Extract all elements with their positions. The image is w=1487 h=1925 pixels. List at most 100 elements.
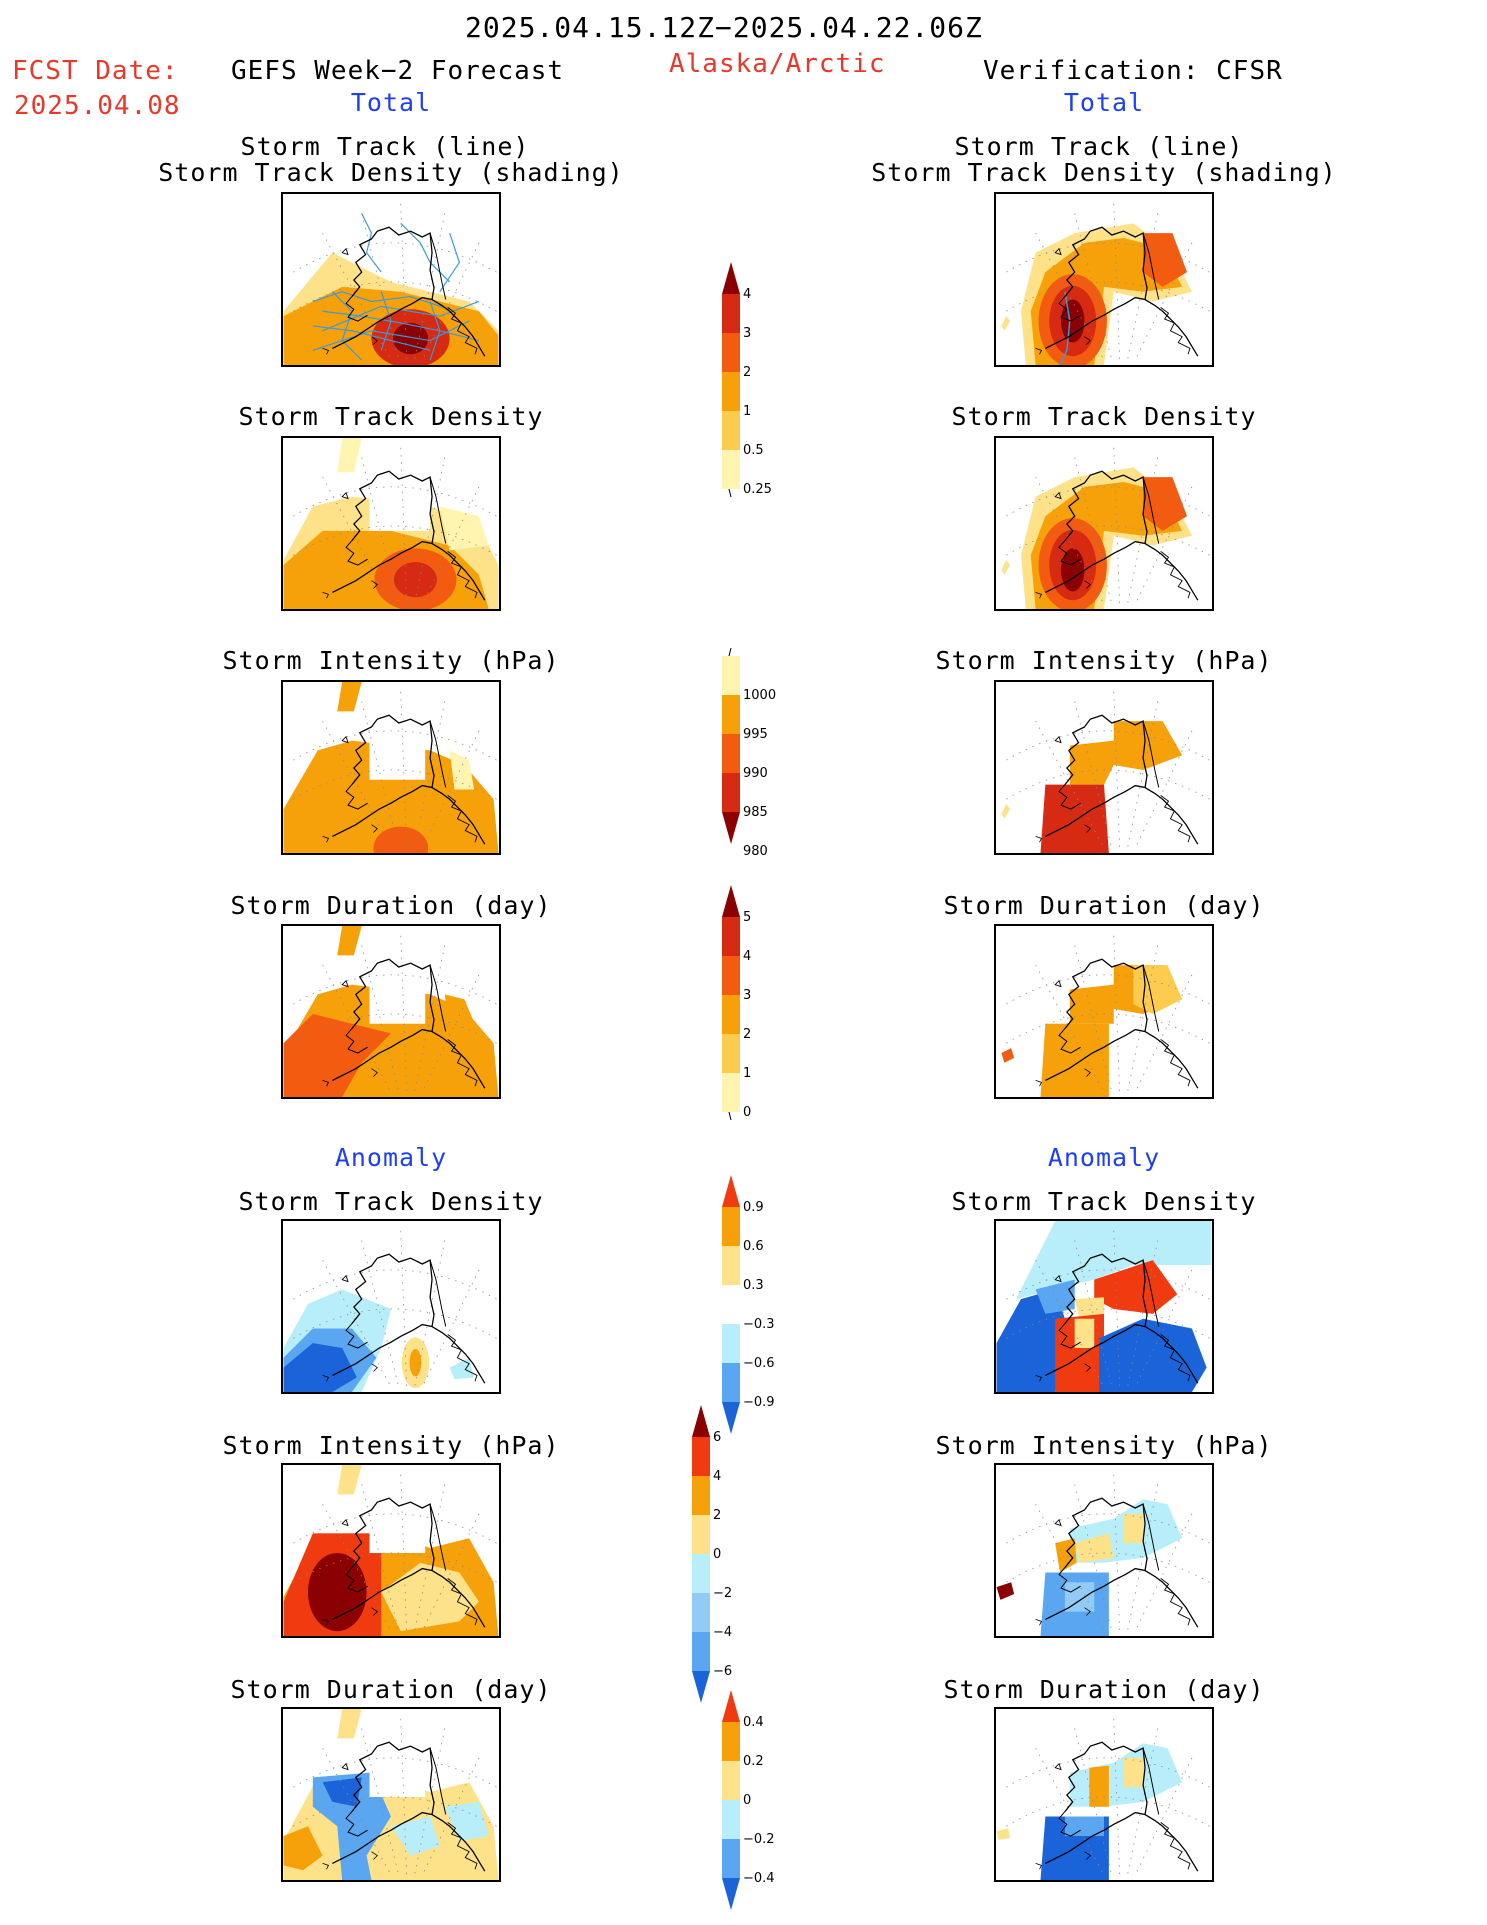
colorbar-segment [722, 411, 740, 450]
period-title: 2025.04.15.12Z−2025.04.22.06Z [465, 11, 983, 44]
colorbar-tick-label: 2 [743, 1027, 751, 1042]
map-cfsr-anom-intensity [994, 1463, 1214, 1638]
colorbar-tick-label: 0 [713, 1547, 721, 1562]
colorbar-tick-label: 0.2 [743, 1754, 764, 1769]
colorbar-tick-label: 3 [743, 326, 751, 341]
anomaly-label-left: Anomaly [334, 1143, 448, 1172]
colorbar-tick-label: 2 [713, 1508, 721, 1523]
colorbar-segment [722, 1761, 740, 1800]
map-forecast-intensity [281, 680, 501, 855]
colorbar-tick-label: 1000 [743, 688, 776, 703]
colorbar-tick-label: 4 [713, 1469, 721, 1484]
colorbar-tick-label: 4 [743, 287, 751, 302]
title-anom-duration-right: Storm Duration (day) [943, 1675, 1265, 1704]
colorbar-tick-label: 985 [743, 805, 768, 820]
colorbar-tick-label: 1 [743, 1066, 751, 1081]
colorbar-segment [692, 1515, 710, 1554]
title-track-density-shading-right: Storm Track Density (shading) [871, 158, 1337, 187]
map-cfsr-duration [994, 924, 1214, 1099]
region-title: Alaska/Arctic [669, 49, 886, 79]
colorbar-segment [722, 956, 740, 995]
colorbar-top-arrow [692, 1405, 710, 1437]
colorbar-tick-label: −0.9 [743, 1395, 775, 1410]
colorbar-segment [722, 1800, 740, 1839]
colorbar-tick-label: 1 [743, 404, 751, 419]
colorbar-duration-total: 5 4 3 2 1 0 [722, 885, 812, 1121]
colorbar-tick-label: −4 [713, 1625, 732, 1640]
colorbar-segment [722, 294, 740, 333]
verification-title: Verification: CFSR [983, 56, 1283, 86]
fcst-date-label: FCST Date: [12, 56, 179, 86]
colorbar-segment [722, 333, 740, 372]
title-intensity-left: Storm Intensity (hPa) [222, 646, 560, 675]
map-cfsr-intensity [994, 680, 1214, 855]
colorbar-tick-label: 0.25 [743, 482, 772, 497]
map-forecast-track-line [281, 192, 501, 367]
colorbar-segment [722, 1363, 740, 1402]
colorbar-segment [722, 1324, 740, 1363]
colorbar-segment [692, 1437, 710, 1476]
title-duration-right: Storm Duration (day) [943, 891, 1265, 920]
colorbar-segment [722, 773, 740, 812]
colorbar-segment [722, 1285, 740, 1324]
colorbar-bottom-arrow [722, 1402, 740, 1434]
total-label-right: Total [1063, 88, 1145, 117]
map-forecast-density [281, 436, 501, 611]
colorbar-tick-label: 2 [743, 365, 751, 380]
colorbar-tick-label: −0.3 [743, 1317, 775, 1332]
colorbar-tick-label: 6 [713, 1430, 721, 1445]
colorbar-tick-label: 0 [743, 1105, 751, 1120]
colorbar-intensity-anom: 6 4 2 0 −2 −4 −6 [692, 1405, 782, 1703]
title-track-line-right: Storm Track (line) [954, 132, 1244, 161]
title-track-line-left: Storm Track (line) [240, 132, 530, 161]
colorbar-tick-label: 990 [743, 766, 768, 781]
map-forecast-duration [281, 924, 501, 1099]
colorbar-segment [722, 372, 740, 411]
colorbar-tick-label: 4 [743, 949, 751, 964]
colorbar-tick-label: 995 [743, 727, 768, 742]
colorbar-segment [722, 734, 740, 773]
map-cfsr-anom-density [994, 1219, 1214, 1394]
map-cfsr-density [994, 436, 1214, 611]
map-cfsr-track-line [994, 192, 1214, 367]
colorbar-segment [722, 695, 740, 734]
colorbar-tick-label: −0.6 [743, 1356, 775, 1371]
colorbar-bottom-arrow [722, 812, 740, 844]
colorbar-density-total: 4 3 2 1 0.5 0.25 [722, 262, 812, 498]
total-label-left: Total [350, 88, 432, 117]
fcst-date-value: 2025.04.08 [14, 91, 181, 121]
colorbar-tick-label: 5 [743, 910, 751, 925]
title-density-right: Storm Track Density [951, 402, 1257, 431]
colorbar-top-arrow [722, 885, 740, 917]
colorbar-intensity-total: 1000 995 990 985 980 [722, 647, 812, 859]
map-forecast-anom-duration [281, 1707, 501, 1882]
colorbar-segment [722, 450, 740, 489]
colorbar-top-arrow [722, 1175, 740, 1207]
colorbar-density-anom: 0.9 0.6 0.3 −0.3 −0.6 −0.9 [722, 1175, 812, 1434]
title-anom-intensity-right: Storm Intensity (hPa) [935, 1431, 1273, 1460]
map-forecast-anom-intensity [281, 1463, 501, 1638]
colorbar-duration-anom: 0.4 0.2 0 −0.2 −0.4 [722, 1690, 812, 1910]
colorbar-tick-label: 0.6 [743, 1239, 764, 1254]
map-cfsr-anom-duration [994, 1707, 1214, 1882]
title-anom-intensity-left: Storm Intensity (hPa) [222, 1431, 560, 1460]
colorbar-segment [692, 1632, 710, 1671]
title-intensity-right: Storm Intensity (hPa) [935, 646, 1273, 675]
title-track-density-shading-left: Storm Track Density (shading) [158, 158, 624, 187]
colorbar-segment [722, 1207, 740, 1246]
map-forecast-anom-density [281, 1219, 501, 1394]
title-density-left: Storm Track Density [238, 402, 544, 431]
colorbar-tick-label: 0.5 [743, 443, 764, 458]
title-anom-density-right: Storm Track Density [951, 1187, 1257, 1216]
colorbar-top-arrow [722, 262, 740, 294]
colorbar-bottom-arrow [722, 1878, 740, 1910]
colorbar-tick-label: 0.3 [743, 1278, 764, 1293]
colorbar-segment [722, 1073, 740, 1112]
colorbar-tick-label: −2 [713, 1586, 732, 1601]
colorbar-tick-label: −6 [713, 1664, 732, 1679]
colorbar-segment [722, 995, 740, 1034]
colorbar-segment [692, 1476, 710, 1515]
title-anom-density-left: Storm Track Density [238, 1187, 544, 1216]
colorbar-segment [722, 1034, 740, 1073]
colorbar-tick-label: 980 [743, 844, 768, 859]
